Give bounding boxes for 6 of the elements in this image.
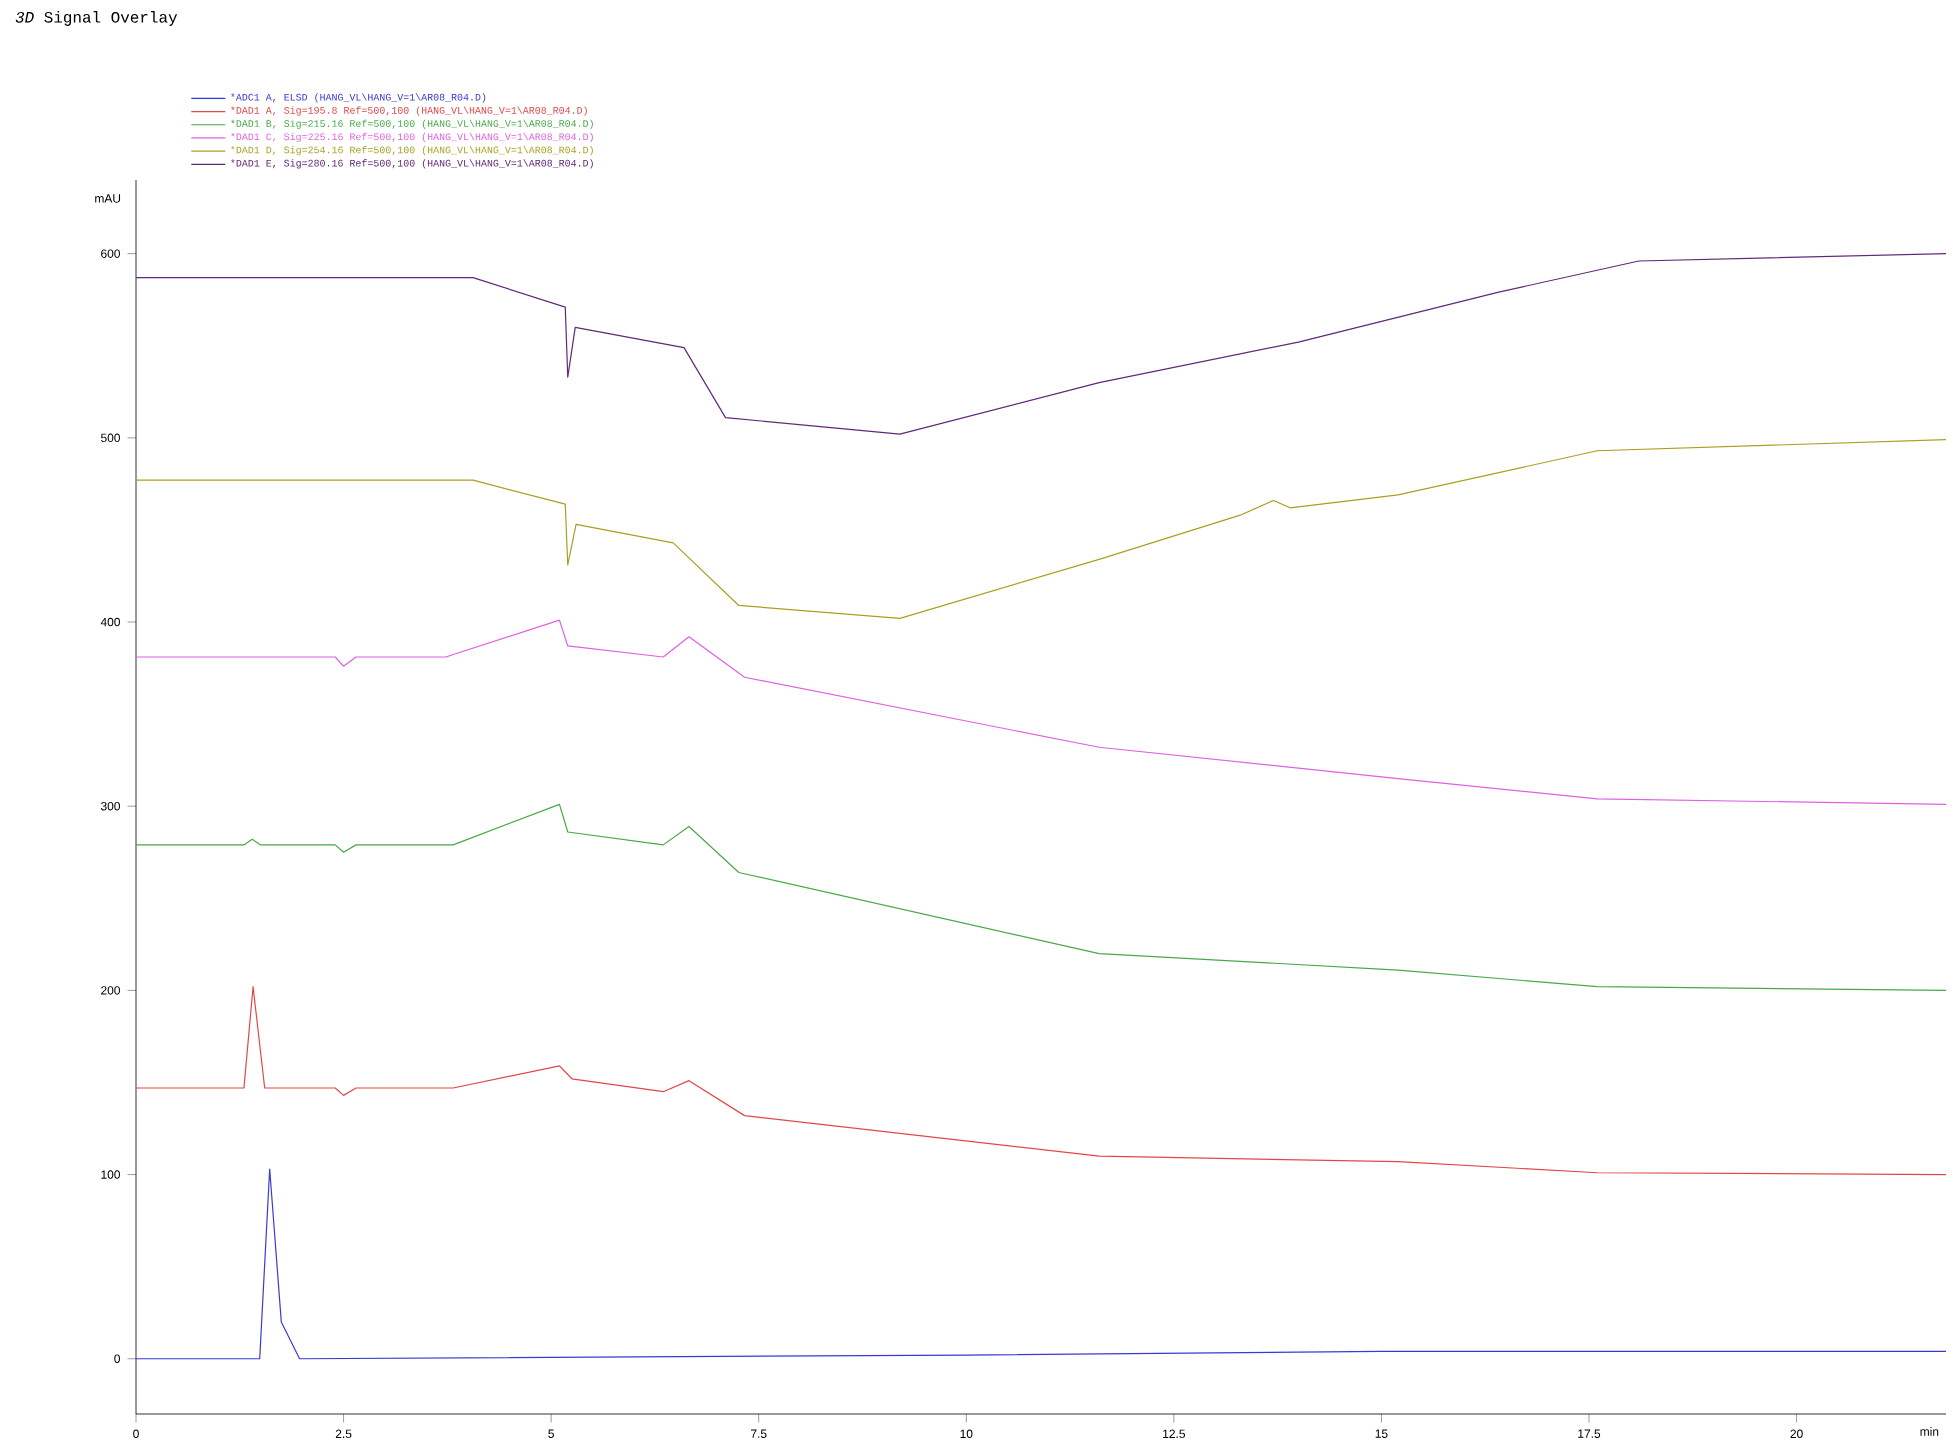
line-series <box>136 1168 1947 1360</box>
line-series <box>136 253 1947 435</box>
line-series <box>136 619 1947 805</box>
line-series <box>136 803 1947 991</box>
line-series <box>136 986 1947 1176</box>
line-series <box>136 439 1947 619</box>
